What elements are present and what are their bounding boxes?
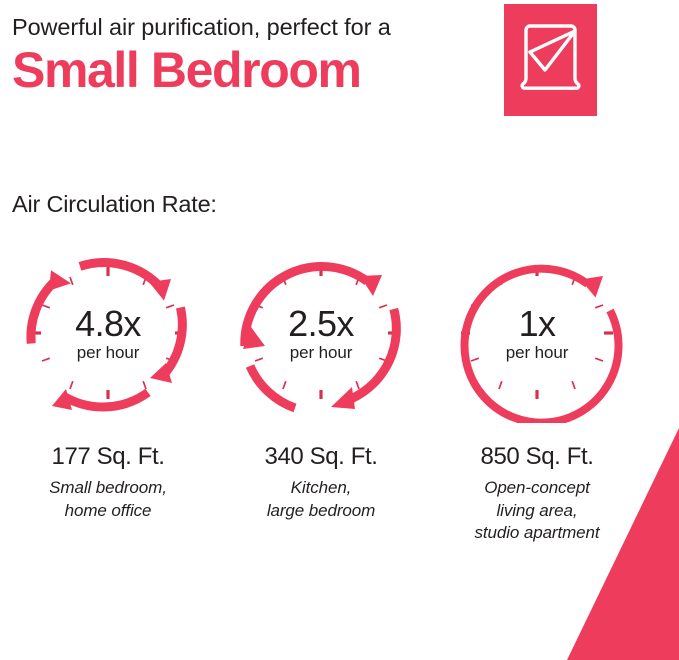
dial-graphic-3 bbox=[460, 264, 623, 423]
dial-340-sqft: 2.5x per hour bbox=[221, 243, 421, 423]
dial-graphic-2 bbox=[240, 262, 401, 413]
area-label: 340 Sq. Ft. bbox=[264, 443, 378, 470]
bed-badge bbox=[504, 4, 597, 116]
label-cell-2: 340 Sq. Ft. Kitchen, large bedroom bbox=[209, 443, 433, 522]
section-title: Air Circulation Rate: bbox=[12, 191, 217, 217]
label-cell-3: 850 Sq. Ft. Open-concept living area, st… bbox=[425, 443, 649, 545]
dial-177-sqft: 4.8x per hour bbox=[8, 243, 208, 423]
area-description: Kitchen, large bedroom bbox=[209, 477, 433, 523]
subheadline: Powerful air purification, perfect for a bbox=[12, 14, 391, 40]
area-description: Open-concept living area, studio apartme… bbox=[425, 477, 649, 546]
area-description-line: living area, bbox=[496, 500, 578, 520]
arrow-heads-1 bbox=[49, 270, 172, 410]
page-title: Small Bedroom bbox=[12, 42, 362, 99]
area-label: 850 Sq. Ft. bbox=[480, 443, 594, 470]
arrow-heads-3 bbox=[580, 276, 603, 298]
dial-graphic-1 bbox=[26, 258, 187, 412]
arrow-arcs-2 bbox=[240, 262, 401, 413]
bed-icon bbox=[520, 24, 581, 90]
area-description-line: Open-concept bbox=[484, 477, 590, 497]
area-description-line: home office bbox=[64, 500, 152, 520]
label-cell-1: 177 Sq. Ft. Small bedroom, home office bbox=[0, 443, 220, 522]
area-description-line: Kitchen, bbox=[290, 477, 352, 497]
area-description: Small bedroom, home office bbox=[0, 477, 220, 523]
arrow-heads-2 bbox=[243, 275, 382, 409]
corner-triangle-decoration bbox=[559, 428, 679, 660]
area-description-line: Small bedroom, bbox=[49, 477, 167, 497]
area-label: 177 Sq. Ft. bbox=[51, 443, 165, 470]
arrow-arcs-3 bbox=[460, 264, 623, 423]
dial-850-sqft: 1x per hour bbox=[437, 243, 637, 423]
header-block: Powerful air purification, perfect for a… bbox=[12, 14, 492, 97]
area-description-line: studio apartment bbox=[474, 523, 600, 543]
red-triangle-icon bbox=[567, 428, 679, 660]
area-description-line: large bedroom bbox=[266, 500, 376, 520]
dials-row: 4.8x per hour bbox=[0, 243, 679, 423]
